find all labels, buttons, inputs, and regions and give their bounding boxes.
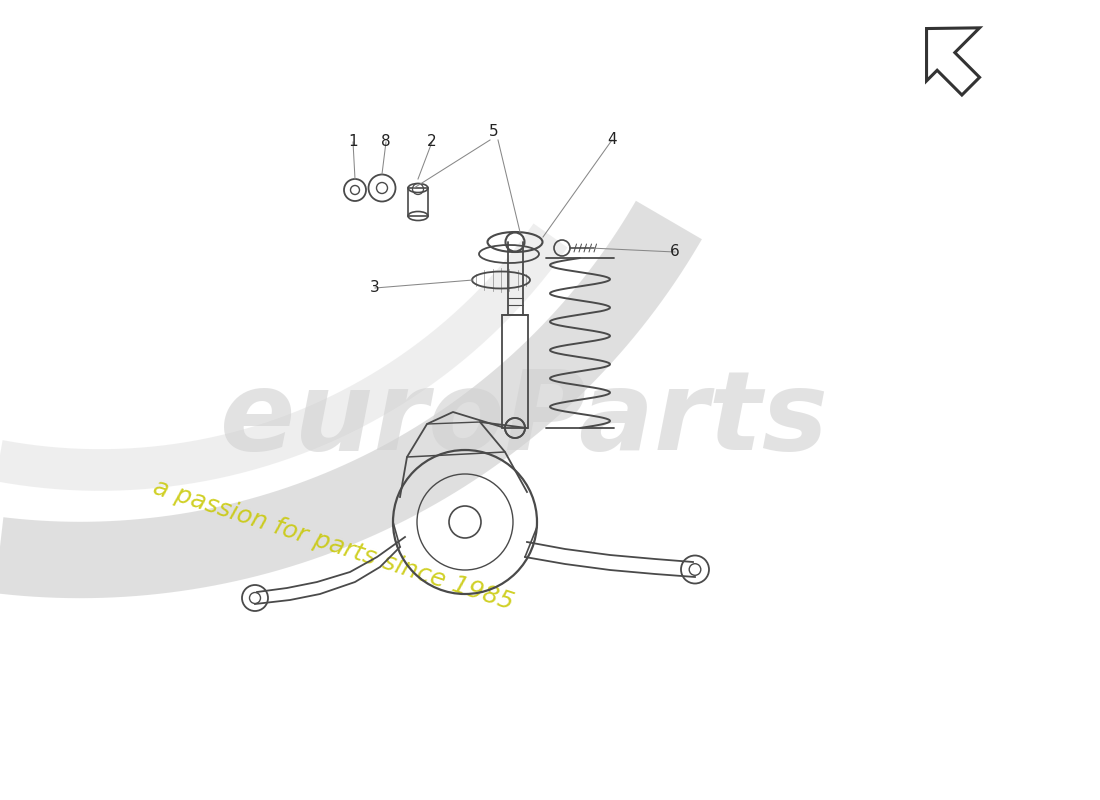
Text: 4: 4 — [607, 133, 617, 147]
Text: 2: 2 — [427, 134, 437, 150]
Text: 5: 5 — [490, 125, 498, 139]
Text: 3: 3 — [370, 281, 379, 295]
Text: 6: 6 — [670, 245, 680, 259]
Text: 1: 1 — [349, 134, 358, 150]
Text: a passion for parts since 1985: a passion for parts since 1985 — [150, 475, 517, 615]
Bar — [408, 188, 428, 216]
Text: euroParts: euroParts — [220, 366, 829, 473]
Text: 8: 8 — [382, 134, 390, 150]
Bar — [503, 315, 528, 428]
